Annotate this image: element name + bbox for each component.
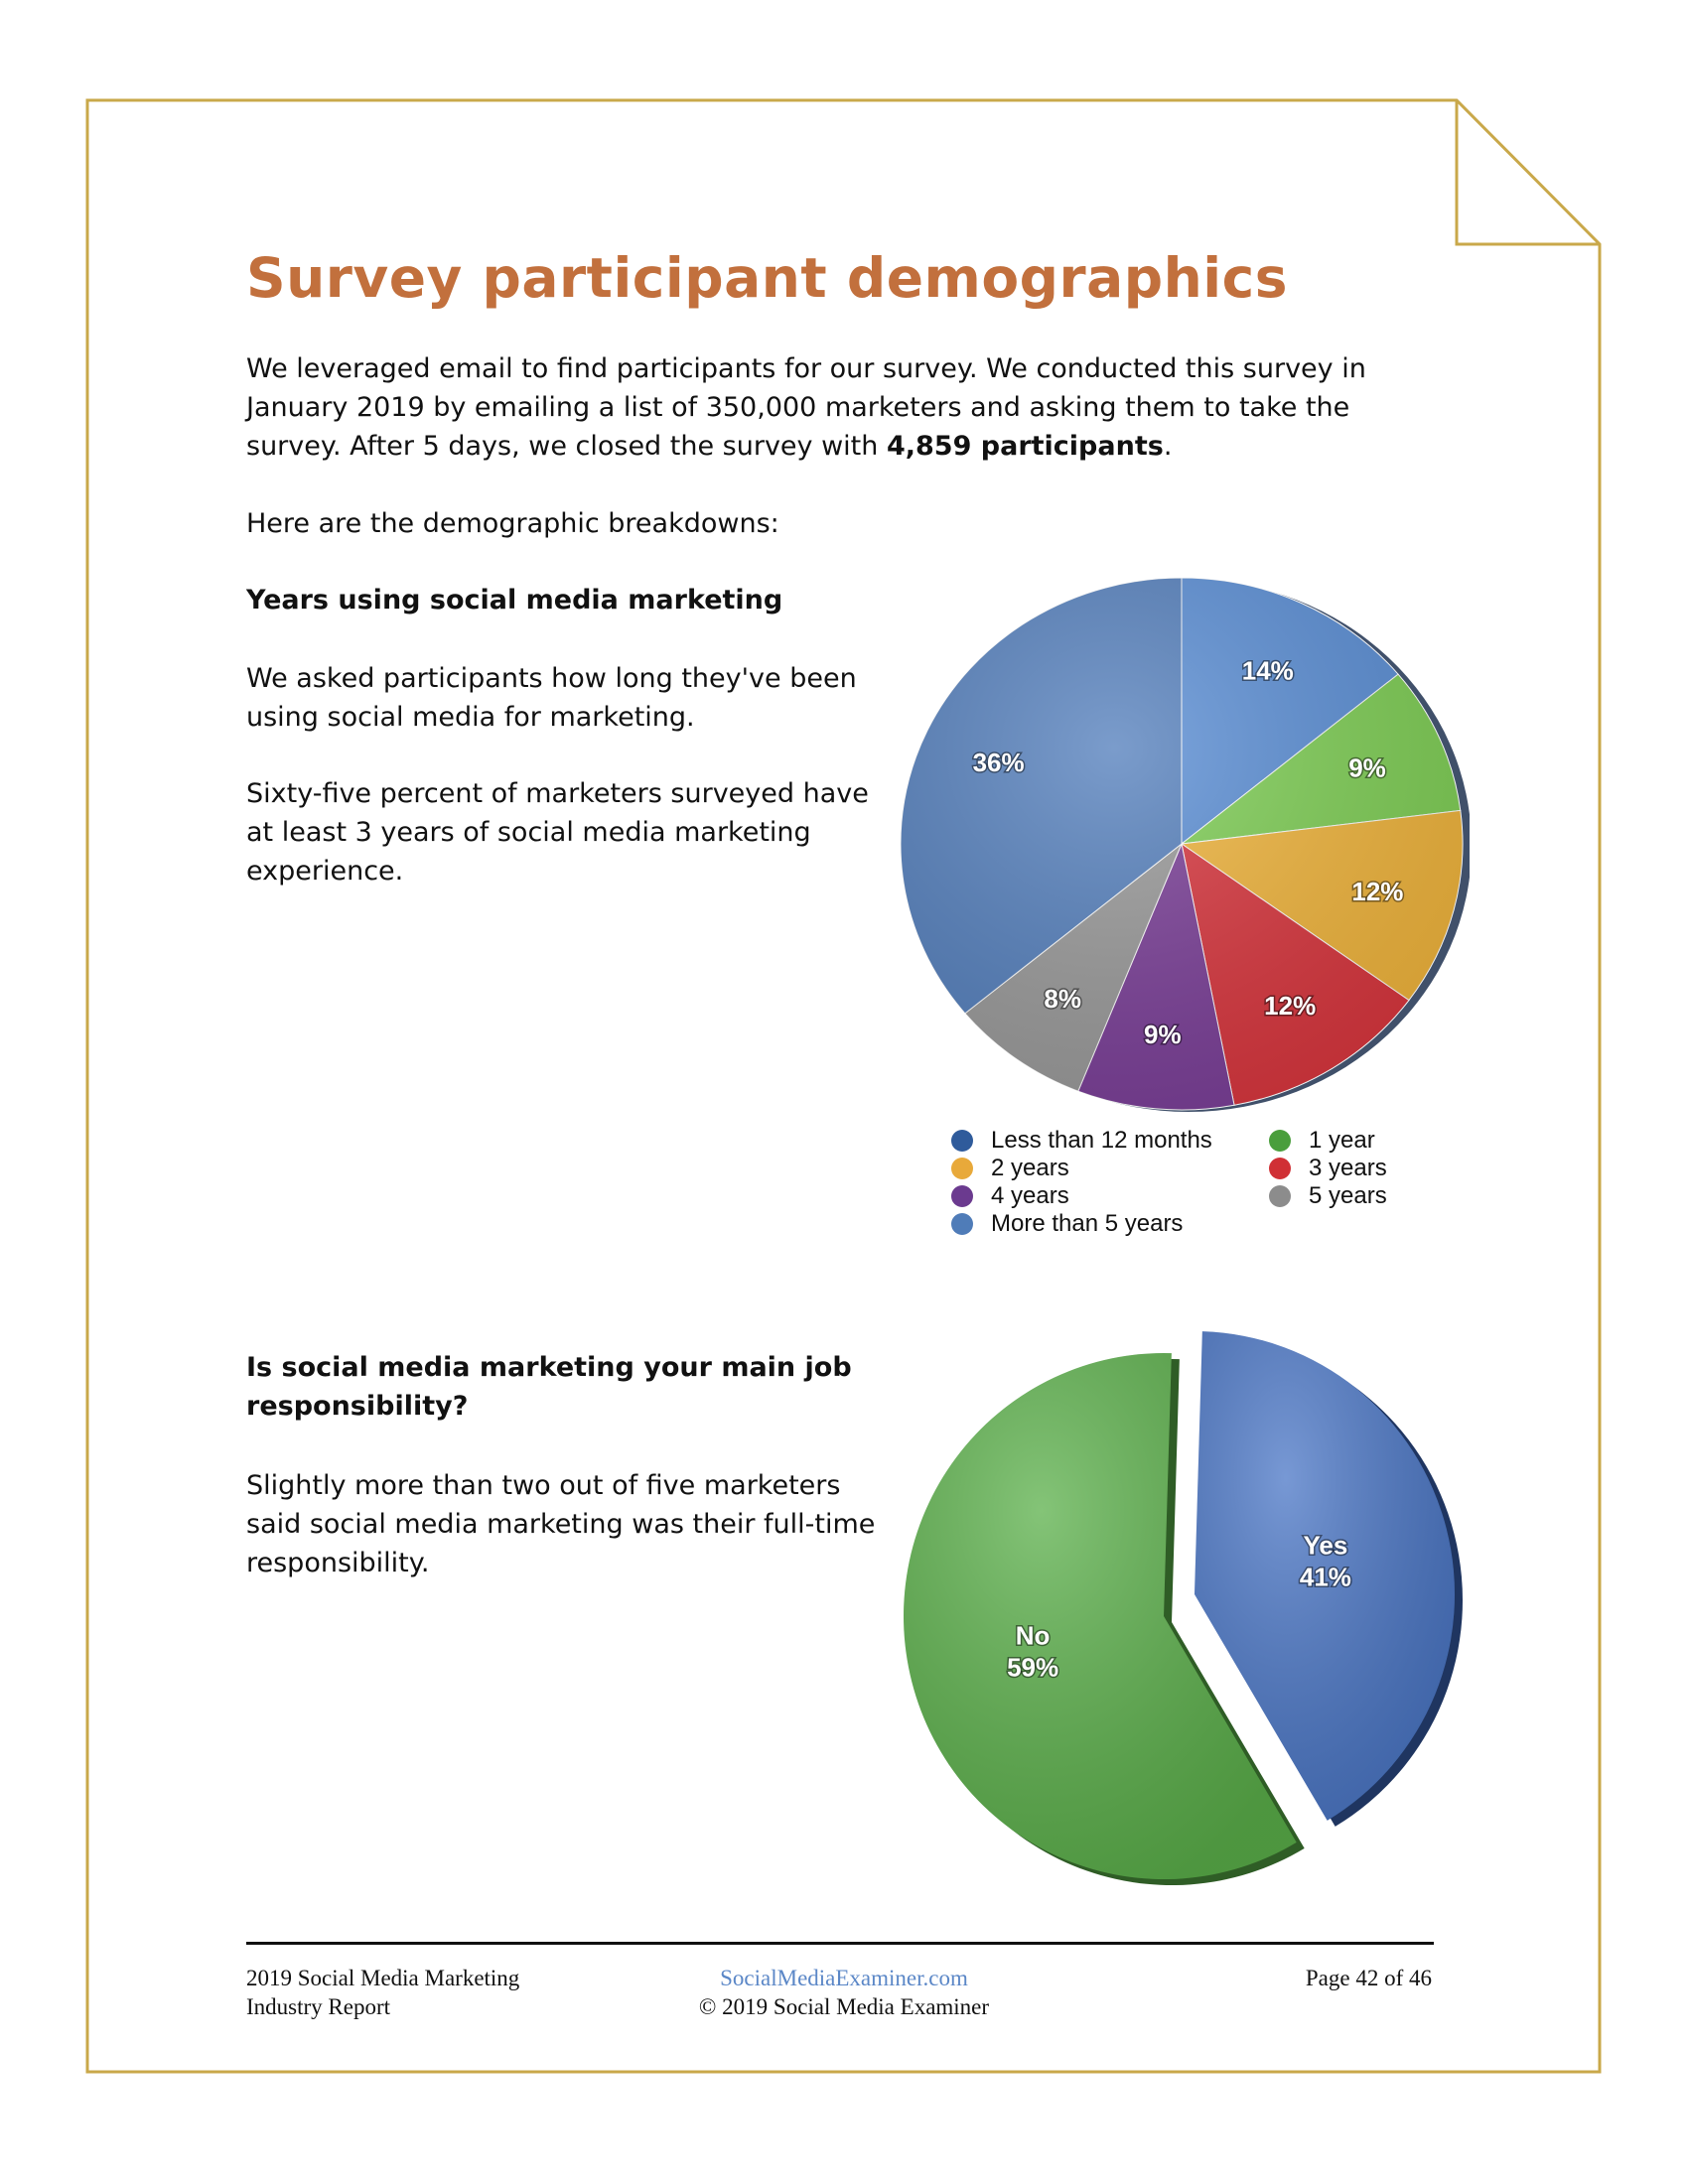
- legend-swatch-4-years: [951, 1185, 973, 1207]
- section-heading-main-job: Is social media marketing your main job …: [246, 1352, 852, 1422]
- legend-label-5-years: 5 years: [1309, 1182, 1387, 1209]
- legend-swatch-1-year: [1269, 1130, 1291, 1152]
- page-title: Survey participant demographics: [246, 246, 1288, 310]
- legend-label-2-years: 2 years: [991, 1155, 1069, 1181]
- intro-end: .: [1163, 431, 1173, 462]
- legend-swatch-more-than-5-years: [951, 1213, 973, 1235]
- pie1-label-less-than-12-months: 14%: [1242, 655, 1294, 685]
- footer-page-number: Page 42 of 46: [1305, 1966, 1432, 1990]
- intro-text: We leveraged email to find participants …: [246, 353, 1366, 462]
- pie2-slice-group-yes: [1195, 1331, 1464, 1827]
- pie1-label-4-years: 9%: [1144, 1020, 1182, 1049]
- legend-label-3-years: 3 years: [1309, 1155, 1387, 1181]
- legend-label-1-year: 1 year: [1309, 1127, 1375, 1154]
- pie1-label-1-year: 9%: [1348, 752, 1386, 782]
- folded-corner: [1455, 100, 1600, 246]
- pie1-label-5-years: 8%: [1044, 984, 1081, 1014]
- pie2-sheen-yes: [1195, 1331, 1456, 1821]
- section-years-paragraph-1: We asked participants how long they've b…: [246, 663, 857, 733]
- footer-website-link[interactable]: SocialMediaExaminer.com: [720, 1966, 968, 1990]
- footer-center: SocialMediaExaminer.com © 2019 Social Me…: [635, 1964, 1053, 2021]
- footer-copyright: © 2019 Social Media Examiner: [698, 1994, 990, 2019]
- footer-rule: [246, 1942, 1434, 1945]
- legend-swatch-5-years: [1269, 1185, 1291, 1207]
- pie1-label-3-years: 12%: [1264, 991, 1316, 1021]
- years-pie-chart: 14% 9% 12% 12% 9% 8% 36%: [900, 577, 1470, 1112]
- footer-report-line-2: Industry Report: [246, 1994, 391, 2019]
- legend-swatch-3-years: [1269, 1158, 1291, 1179]
- pie2-label-yes: Yes: [1303, 1531, 1347, 1561]
- legend-label-more-than-5-years: More than 5 years: [991, 1210, 1184, 1237]
- page-border: [85, 98, 1602, 2074]
- section-heading-years: Years using social media marketing: [246, 585, 783, 615]
- participant-count: 4,859 participants: [886, 431, 1164, 462]
- breakdown-intro: Here are the demographic breakdowns:: [246, 508, 779, 539]
- intro-paragraph: We leveraged email to find participants …: [246, 349, 1418, 466]
- section-main-job-paragraph: Slightly more than two out of five marke…: [246, 1470, 876, 1578]
- legend-label-less-than-12-months: Less than 12 months: [991, 1127, 1212, 1154]
- pie2-sheen-no: [904, 1353, 1297, 1880]
- legend-swatch-less-than-12-months: [951, 1130, 973, 1152]
- pie2-value-yes: 41%: [1300, 1563, 1351, 1592]
- pie2-slice-group-no: [904, 1353, 1305, 1886]
- legend-swatch-2-years: [951, 1158, 973, 1179]
- section-years-paragraph-2: Sixty-five percent of marketers surveyed…: [246, 778, 869, 887]
- pie1-label-more-than-5-years: 36%: [973, 748, 1025, 777]
- pie1-label-2-years: 12%: [1351, 877, 1403, 906]
- footer-report-name: 2019 Social Media Marketing Industry Rep…: [246, 1964, 519, 2021]
- legend-label-4-years: 4 years: [991, 1182, 1069, 1209]
- pie2-value-no: 59%: [1007, 1653, 1058, 1683]
- pie2-label-no: No: [1016, 1621, 1051, 1651]
- footer-report-line-1: 2019 Social Media Marketing: [246, 1966, 520, 1990]
